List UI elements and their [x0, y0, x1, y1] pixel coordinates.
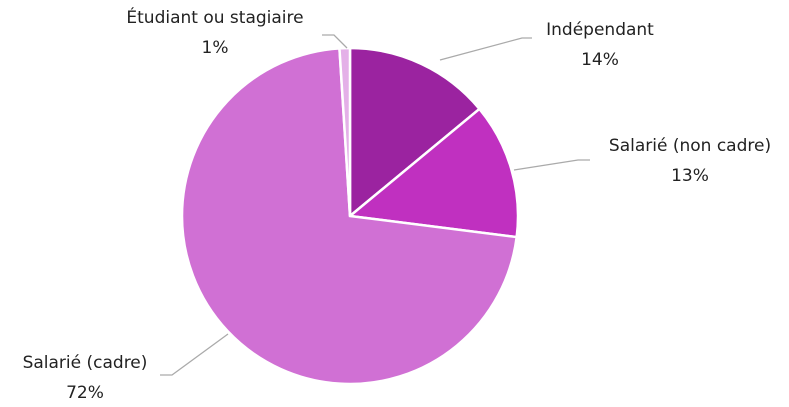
pie-slice	[338, 46, 352, 217]
pie-slice	[348, 46, 482, 219]
slice-value-label: 13%	[671, 166, 709, 186]
leader-line	[160, 333, 229, 376]
pie-slice	[180, 47, 519, 386]
leader-line	[322, 34, 348, 49]
pie	[180, 46, 520, 386]
slice-label: Salarié (non cadre)	[609, 136, 771, 156]
slice-value-label: 72%	[66, 383, 104, 403]
slice-label: Étudiant ou stagiaire	[126, 6, 303, 28]
leader-line	[439, 37, 532, 61]
slice-label: Salarié (cadre)	[23, 353, 148, 373]
slice-value-label: 14%	[581, 50, 619, 70]
slice-label: Indépendant	[546, 20, 654, 40]
leader-line	[513, 159, 590, 171]
slice-value-label: 1%	[202, 38, 229, 58]
pie-slice	[346, 107, 520, 239]
